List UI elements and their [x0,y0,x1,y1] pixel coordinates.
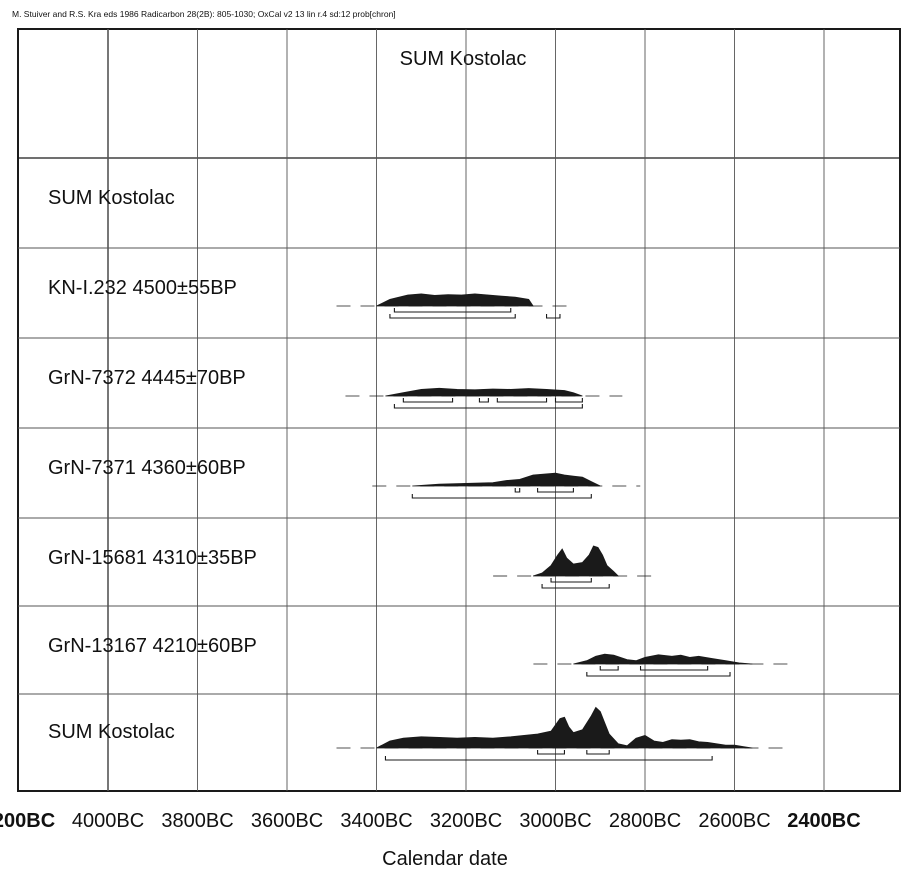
range-95 [411,494,592,499]
x-tick-label: 2400BC [787,810,860,832]
range-68 [537,750,565,755]
probability-distribution [412,472,601,487]
sample-label: GrN-7372 4445±70BP [48,367,246,389]
x-tick-label: 4000BC [72,810,144,832]
x-tick-label: 3600BC [251,810,323,832]
plot-frame [17,28,901,792]
x-tick-label: 4200BC [0,810,55,832]
x-tick-label: 3400BC [340,810,412,832]
range-95 [546,314,561,319]
range-68 [639,666,709,671]
range-68 [402,398,454,403]
range-68 [554,398,583,403]
range-95 [393,404,583,409]
chart-title: SUM Kostolac [400,48,527,70]
sample-label: KN-I.232 4500±55BP [48,277,237,299]
range-68 [478,398,489,403]
x-tick-label: 3000BC [519,810,591,832]
sample-row: KN-I.232 4500±55BP [48,277,574,319]
sample-label: SUM Kostolac [48,187,175,209]
range-95 [586,672,731,677]
sample-row: SUM Kostolac [48,187,175,209]
range-68 [586,750,610,755]
reference-line: M. Stuiver and R.S. Kra eds 1986 Radicar… [12,9,396,19]
range-68 [599,666,619,671]
sample-row: GrN-7371 4360±60BP [48,457,641,499]
range-68 [393,308,512,313]
sample-label: GrN-13167 4210±60BP [48,635,257,657]
sample-label: SUM Kostolac [48,721,175,743]
sample-label: GrN-7371 4360±60BP [48,457,246,479]
x-axis-label: Calendar date [382,848,508,870]
x-tick-label: 3200BC [430,810,502,832]
range-95 [541,584,610,589]
probability-distribution [376,706,753,749]
probability-distribution [385,387,583,397]
probability-distribution [532,545,620,577]
x-tick-label: 2600BC [698,810,770,832]
range-68 [537,488,574,493]
sample-row: SUM Kostolac [48,706,793,761]
range-68 [514,488,521,493]
range-95 [389,314,516,319]
sample-row: GrN-7372 4445±70BP [48,367,623,409]
probability-distribution [376,293,534,307]
x-tick-label: 3800BC [161,810,233,832]
x-axis-ticks: 4200BC 4000BC 3800BC 3600BC 3400BC 3200BC 3000… [0,810,861,832]
sample-label: GrN-15681 4310±35BP [48,547,257,569]
probability-distribution [573,653,753,665]
range-68 [550,578,592,583]
range-68 [496,398,548,403]
grid [18,29,900,791]
sample-rows: SUM Kostolac KN-I.232 4500±55BP GrN-7372 4… [48,187,793,761]
sample-row: GrN-15681 4310±35BP [48,545,659,589]
sample-row: GrN-13167 4210±60BP [48,635,793,677]
range-95 [384,756,713,761]
x-tick-label: 2800BC [609,810,681,832]
